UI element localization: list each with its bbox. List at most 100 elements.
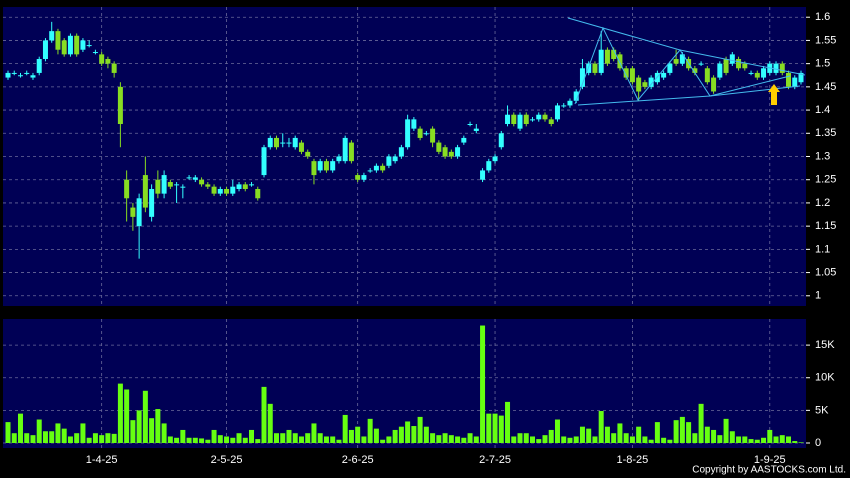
candle-body bbox=[149, 189, 155, 217]
volume-bar bbox=[142, 390, 148, 443]
volume-bar bbox=[199, 438, 205, 443]
candle-body bbox=[249, 184, 255, 186]
candle-body bbox=[667, 63, 673, 73]
candle-body bbox=[617, 54, 623, 69]
candle-body bbox=[748, 72, 754, 74]
candle-body bbox=[117, 86, 123, 124]
candle-body bbox=[467, 124, 473, 125]
candle-body bbox=[261, 147, 267, 176]
candle-body bbox=[49, 31, 55, 41]
volume-bar bbox=[723, 418, 729, 443]
candle-body bbox=[561, 105, 567, 107]
candle-body bbox=[30, 75, 36, 78]
x-tick-label: 1-4-25 bbox=[86, 454, 118, 466]
volume-bar bbox=[554, 419, 560, 443]
volume-bar bbox=[180, 429, 186, 443]
candle-body bbox=[224, 189, 230, 194]
volume-bar bbox=[761, 437, 767, 443]
volume-bar bbox=[205, 439, 211, 443]
volume-bar bbox=[342, 414, 348, 443]
volume-bar bbox=[611, 433, 617, 443]
volume-bar bbox=[167, 436, 173, 443]
candle-body bbox=[298, 142, 304, 152]
volume-bar bbox=[230, 437, 236, 443]
candle-body bbox=[11, 72, 17, 74]
volume-bar bbox=[604, 426, 610, 443]
candle-body bbox=[230, 186, 236, 194]
candle-body bbox=[536, 114, 542, 120]
volume-bar bbox=[92, 433, 98, 443]
candle-body bbox=[511, 114, 517, 124]
candle-body bbox=[455, 147, 461, 157]
volume-bar bbox=[786, 436, 792, 443]
volume-bar bbox=[742, 436, 748, 443]
volume-bar bbox=[423, 426, 429, 443]
volume-bar bbox=[55, 423, 61, 443]
candle-body bbox=[348, 142, 354, 162]
y-tick-label: 1.4 bbox=[815, 104, 830, 116]
candle-body bbox=[648, 77, 654, 87]
volume-bar bbox=[736, 436, 742, 443]
volume-bar bbox=[380, 439, 386, 443]
candle-body bbox=[398, 147, 404, 157]
volume-bar bbox=[636, 426, 642, 443]
candle-body bbox=[773, 63, 779, 73]
volume-bar bbox=[517, 433, 523, 443]
candle-body bbox=[761, 68, 767, 78]
volume-bar bbox=[392, 429, 398, 443]
volume-bar bbox=[249, 429, 255, 443]
candle-body bbox=[736, 59, 742, 69]
volume-bar bbox=[186, 437, 192, 443]
candle-body bbox=[186, 177, 192, 179]
volume-bar bbox=[267, 403, 273, 443]
candle-body bbox=[74, 35, 80, 55]
y-tick-label: 1.3 bbox=[815, 150, 830, 162]
x-tick-label: 1-8-25 bbox=[617, 454, 649, 466]
candle-body bbox=[61, 40, 67, 55]
volume-bar bbox=[754, 439, 760, 443]
candle-body bbox=[661, 72, 667, 78]
volume-bar bbox=[654, 422, 660, 443]
y-tick-label: 1.45 bbox=[815, 81, 836, 93]
volume-bar bbox=[217, 435, 223, 443]
volume-bar bbox=[792, 441, 798, 443]
volume-bar bbox=[430, 433, 436, 443]
y-tick-label: 1.1 bbox=[815, 243, 830, 255]
candle-body bbox=[255, 189, 261, 199]
candle-body bbox=[473, 128, 479, 131]
candle-body bbox=[598, 49, 604, 73]
volume-bar bbox=[255, 439, 261, 443]
volume-bar bbox=[548, 429, 554, 443]
volume-bar bbox=[211, 429, 217, 443]
volume-bar bbox=[667, 439, 673, 443]
volume-bar bbox=[704, 426, 710, 443]
candle-body bbox=[723, 59, 729, 73]
volume-bar bbox=[373, 428, 379, 443]
volume-bar bbox=[486, 413, 492, 443]
volume-bar bbox=[305, 433, 311, 443]
volume-bar bbox=[192, 437, 198, 443]
candle-body bbox=[530, 119, 536, 121]
volume-bar bbox=[773, 436, 779, 443]
volume-bar bbox=[530, 436, 536, 443]
volume-bar bbox=[317, 433, 323, 443]
candle-body bbox=[492, 156, 498, 162]
volume-bar bbox=[561, 436, 567, 443]
y-tick-label: 1.5 bbox=[815, 58, 830, 70]
candle-body bbox=[105, 59, 111, 64]
candle-body bbox=[273, 137, 279, 148]
volume-bar bbox=[798, 442, 804, 443]
candle-body bbox=[373, 165, 379, 171]
volume-bar bbox=[767, 429, 773, 443]
candle-body bbox=[205, 184, 211, 187]
candle-body bbox=[55, 31, 61, 50]
volume-bar bbox=[436, 435, 442, 443]
candle-body bbox=[442, 147, 448, 157]
volume-bar bbox=[448, 435, 454, 443]
volume-bar bbox=[330, 436, 336, 443]
volume-bar bbox=[311, 423, 317, 443]
candle-body bbox=[42, 40, 48, 59]
candle-body bbox=[392, 156, 398, 162]
volume-bar bbox=[480, 325, 486, 443]
candle-body bbox=[111, 63, 117, 73]
